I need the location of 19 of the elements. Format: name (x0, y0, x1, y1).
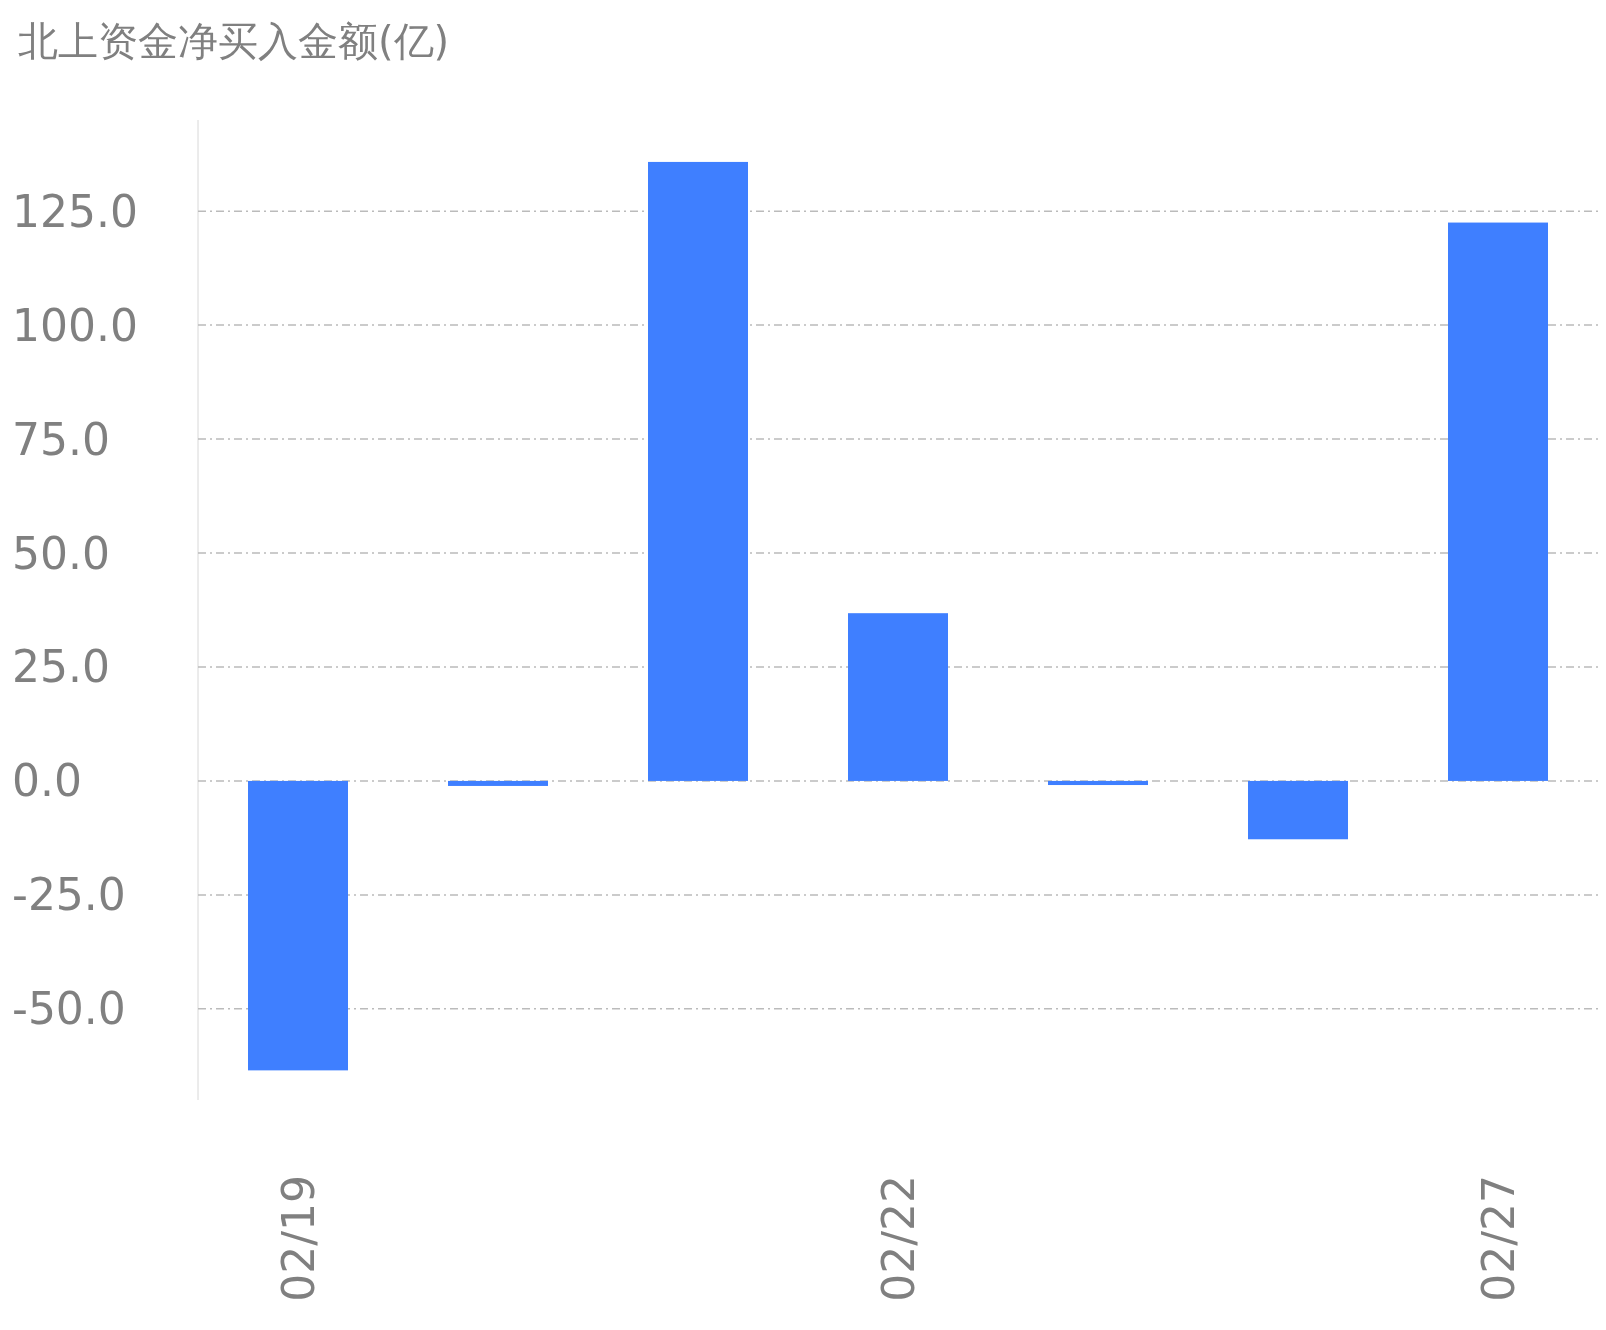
y-tick-label: 125.0 (12, 185, 138, 237)
y-tick-label: -50.0 (12, 983, 126, 1035)
y-tick-label: 100.0 (12, 299, 138, 351)
x-tick-label: 02/19 (272, 1175, 324, 1302)
bar (248, 780, 348, 1071)
y-tick-label: 0.0 (12, 755, 82, 807)
x-tick-label: 02/27 (1472, 1175, 1524, 1302)
bar (848, 613, 948, 781)
bar (648, 161, 748, 781)
y-tick-label: 25.0 (12, 641, 110, 693)
bar (1448, 222, 1548, 781)
bar (448, 780, 548, 786)
bar (1248, 780, 1348, 840)
x-tick-label: 02/22 (872, 1175, 924, 1302)
y-tick-label: 75.0 (12, 413, 110, 465)
chart-title: 北上资金净买入金额(亿) (18, 18, 450, 64)
y-tick-label: 50.0 (12, 527, 110, 579)
bar (1048, 780, 1148, 786)
y-tick-label: -25.0 (12, 869, 126, 921)
